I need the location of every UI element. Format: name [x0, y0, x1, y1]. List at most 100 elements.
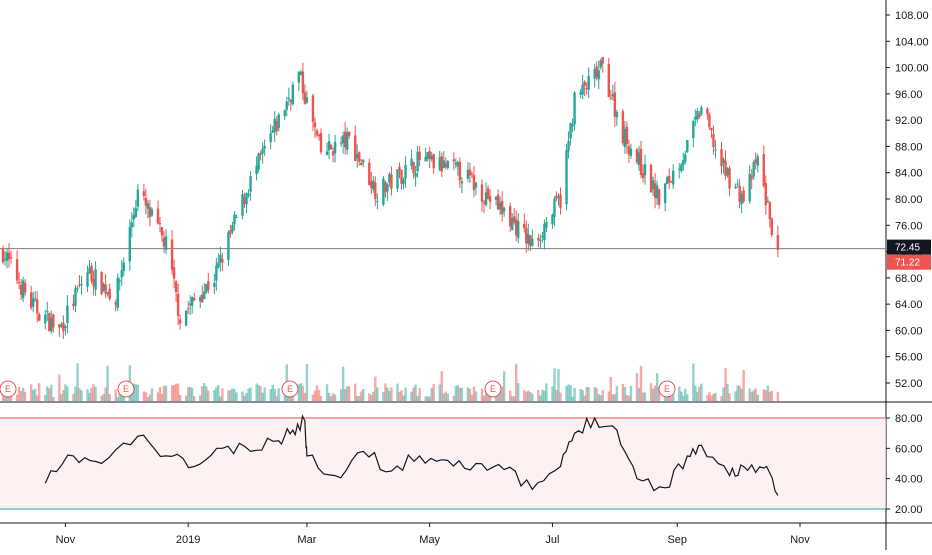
candle-body: [90, 265, 93, 282]
candle: [692, 119, 695, 148]
candle: [360, 158, 363, 166]
price-tick-label: 104.00: [895, 36, 929, 48]
candle: [553, 195, 556, 227]
candle-body: [466, 169, 470, 179]
volume-bar: [635, 373, 639, 401]
volume-bar: [756, 394, 759, 401]
volume-bar: [537, 389, 540, 401]
volume-bar: [720, 396, 723, 401]
candle: [728, 165, 731, 197]
candle: [414, 165, 417, 187]
candle-body: [192, 297, 196, 301]
oscillator-tick-label: 40.00: [895, 474, 923, 486]
earnings-marker-label: E: [287, 384, 293, 394]
candle-body: [474, 182, 478, 188]
time-tick-label: May: [419, 534, 440, 546]
volume-bar: [682, 395, 685, 401]
candle-body: [498, 202, 502, 210]
candle-body: [283, 110, 286, 116]
volume-bar: [327, 393, 331, 401]
candle: [412, 161, 415, 180]
candle: [287, 87, 290, 106]
volume-bar: [370, 394, 373, 401]
volume-bar: [736, 385, 739, 401]
volume-bar: [599, 395, 602, 401]
candle: [454, 158, 458, 169]
candle-body: [257, 153, 260, 170]
candle: [669, 180, 673, 184]
volume-bar: [362, 388, 365, 401]
volume-bar: [700, 383, 703, 401]
candle-body: [545, 222, 548, 228]
candle-body: [714, 149, 717, 151]
candle: [655, 180, 659, 206]
volume-bar: [766, 385, 769, 401]
candle: [488, 189, 492, 210]
candle: [297, 71, 301, 92]
candle-body: [410, 158, 413, 166]
price-tick-label: 100.00: [895, 63, 929, 75]
volume-bar: [754, 388, 757, 401]
candle-body: [130, 222, 134, 228]
volume-bar: [164, 385, 168, 401]
candle: [80, 275, 83, 295]
candle-body: [543, 223, 546, 240]
candle: [398, 162, 401, 179]
candle: [277, 113, 280, 132]
volume-bar: [692, 363, 695, 401]
candle-body: [263, 145, 266, 149]
candle: [90, 262, 93, 284]
candle-body: [418, 151, 421, 161]
volume-bar: [255, 383, 258, 401]
candle-body: [235, 216, 238, 218]
candle-body: [510, 218, 514, 230]
candle: [611, 84, 615, 101]
candle-body: [66, 305, 69, 324]
volume-bar: [623, 386, 627, 401]
candle-body: [756, 156, 759, 166]
candle-body: [142, 191, 146, 196]
price-tick-label: 96.00: [895, 89, 923, 101]
candle: [486, 185, 490, 200]
candle: [374, 176, 377, 206]
volume-bar: [593, 387, 596, 401]
candle-body: [738, 185, 741, 202]
volume-bar: [498, 387, 502, 401]
candle: [192, 292, 196, 302]
volume-bar: [74, 386, 77, 401]
candle-body: [128, 227, 131, 262]
volume-bar: [541, 389, 544, 401]
volume-bar: [587, 387, 590, 401]
volume-bar: [283, 390, 286, 401]
candle: [128, 219, 131, 271]
volume-bar: [301, 385, 305, 401]
candle: [531, 229, 534, 247]
candle-body: [571, 124, 574, 127]
candle-body: [64, 325, 67, 329]
volume-bar: [585, 387, 588, 401]
candle-body: [78, 284, 81, 286]
volume-bar: [331, 393, 335, 401]
volume-bar: [46, 386, 49, 401]
candle-body: [3, 258, 7, 261]
volume-bar: [271, 384, 274, 401]
candle-body: [184, 310, 188, 326]
candle: [102, 282, 105, 293]
candle-body: [255, 165, 258, 175]
volume-bar: [192, 396, 196, 401]
candle-body: [611, 94, 615, 97]
volume-bar: [48, 388, 51, 401]
candle-body: [301, 71, 305, 94]
volume-bar: [428, 396, 431, 401]
volume-bar: [639, 365, 643, 401]
volume-bar: [565, 385, 568, 401]
volume-bar: [678, 386, 681, 401]
candle-body: [734, 186, 737, 189]
candle-body: [325, 151, 329, 156]
candle: [178, 314, 182, 330]
candle-body: [740, 193, 743, 205]
candle-body: [221, 258, 224, 263]
candle-body: [452, 159, 456, 162]
volume-bar: [583, 395, 586, 401]
candle: [329, 143, 333, 150]
